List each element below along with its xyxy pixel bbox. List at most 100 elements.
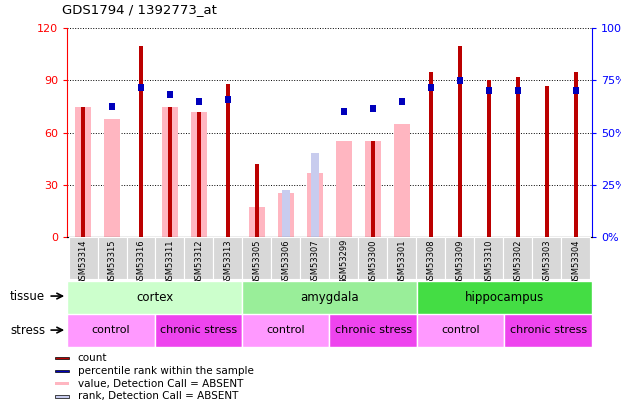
Text: GSM53312: GSM53312	[194, 239, 204, 285]
Bar	[55, 395, 70, 398]
Bar	[417, 314, 504, 347]
Bar	[55, 382, 70, 385]
Text: GSM53300: GSM53300	[368, 239, 378, 285]
Text: rank, Detection Call = ABSENT: rank, Detection Call = ABSENT	[78, 392, 238, 401]
Bar	[545, 86, 549, 237]
Bar	[573, 87, 579, 94]
Bar	[417, 281, 592, 314]
Text: GSM53299: GSM53299	[340, 239, 348, 284]
Text: GSM53316: GSM53316	[137, 239, 145, 285]
Bar	[81, 107, 85, 237]
Text: GSM53308: GSM53308	[427, 239, 435, 285]
Bar	[487, 81, 491, 237]
Bar	[515, 77, 520, 237]
Text: GSM53302: GSM53302	[514, 239, 522, 285]
Bar	[97, 237, 127, 279]
Text: GSM53315: GSM53315	[107, 239, 117, 285]
Text: GSM53307: GSM53307	[310, 239, 319, 285]
Bar	[515, 87, 521, 94]
Bar	[75, 107, 91, 237]
Bar	[301, 237, 329, 279]
Bar	[155, 314, 242, 347]
Bar	[394, 124, 410, 237]
Bar	[167, 91, 173, 98]
Bar	[197, 112, 201, 237]
Bar	[184, 237, 214, 279]
Bar	[307, 173, 323, 237]
Text: GSM53309: GSM53309	[455, 239, 465, 285]
Text: GSM53303: GSM53303	[542, 239, 551, 285]
Text: chronic stress: chronic stress	[160, 326, 237, 335]
Bar	[369, 105, 376, 112]
Bar	[281, 190, 290, 237]
Text: control: control	[266, 326, 305, 335]
Bar	[341, 108, 347, 115]
Bar	[225, 96, 231, 103]
Bar	[428, 84, 434, 91]
Bar	[255, 164, 259, 237]
Bar	[561, 237, 591, 279]
Bar	[249, 207, 265, 237]
Bar	[242, 281, 417, 314]
Text: hippocampus: hippocampus	[465, 291, 544, 304]
Text: GSM53313: GSM53313	[224, 239, 232, 285]
Bar	[358, 237, 388, 279]
Bar	[67, 314, 155, 347]
Bar	[329, 237, 358, 279]
Bar	[336, 141, 352, 237]
Text: amygdala: amygdala	[300, 291, 359, 304]
Bar	[428, 72, 433, 237]
Text: stress: stress	[10, 324, 45, 337]
Bar	[504, 314, 592, 347]
Bar	[504, 237, 532, 279]
Text: GSM53306: GSM53306	[281, 239, 291, 285]
Text: GSM53304: GSM53304	[571, 239, 581, 285]
Bar	[109, 103, 115, 110]
Bar	[310, 153, 319, 237]
Bar	[55, 356, 70, 359]
Bar	[191, 112, 207, 237]
Text: tissue: tissue	[10, 290, 45, 303]
Text: GSM53314: GSM53314	[78, 239, 88, 285]
Bar	[417, 237, 445, 279]
Bar	[104, 119, 120, 237]
Bar	[67, 281, 242, 314]
Text: control: control	[442, 326, 480, 335]
Bar	[139, 46, 143, 237]
Bar	[196, 98, 202, 105]
Bar	[242, 237, 271, 279]
Bar	[456, 77, 463, 84]
Bar	[55, 369, 70, 372]
Text: cortex: cortex	[136, 291, 173, 304]
Bar	[155, 237, 184, 279]
Bar	[486, 87, 492, 94]
Bar	[458, 46, 462, 237]
Bar	[214, 237, 242, 279]
Text: GDS1794 / 1392773_at: GDS1794 / 1392773_at	[62, 3, 217, 16]
Bar	[68, 237, 97, 279]
Bar	[445, 237, 474, 279]
Text: GSM53301: GSM53301	[397, 239, 406, 285]
Bar	[574, 72, 578, 237]
Bar	[388, 237, 417, 279]
Bar	[329, 314, 417, 347]
Text: control: control	[91, 326, 130, 335]
Text: GSM53310: GSM53310	[484, 239, 494, 285]
Text: value, Detection Call = ABSENT: value, Detection Call = ABSENT	[78, 379, 243, 388]
Bar	[168, 107, 172, 237]
Bar	[365, 141, 381, 237]
Bar	[532, 237, 561, 279]
Bar	[399, 98, 405, 105]
Bar	[474, 237, 504, 279]
Bar	[371, 141, 375, 237]
Bar	[242, 314, 329, 347]
Bar	[278, 194, 294, 237]
Bar	[138, 84, 144, 91]
Bar	[162, 107, 178, 237]
Text: chronic stress: chronic stress	[509, 326, 587, 335]
Text: percentile rank within the sample: percentile rank within the sample	[78, 366, 253, 375]
Bar	[271, 237, 301, 279]
Text: GSM53305: GSM53305	[253, 239, 261, 285]
Text: GSM53311: GSM53311	[165, 239, 175, 285]
Text: count: count	[78, 353, 107, 362]
